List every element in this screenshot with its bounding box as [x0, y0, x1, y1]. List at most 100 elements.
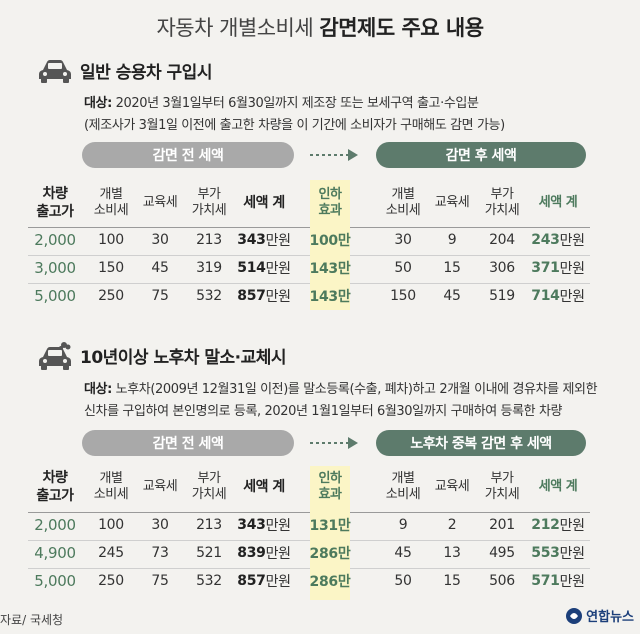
cut-effect: 100만 [309, 233, 351, 249]
education-tax: 75 [151, 573, 169, 589]
car-price: 4,900 [34, 544, 76, 562]
after-individual-tax: 150 [390, 288, 416, 304]
cut-effect: 143만 [309, 289, 351, 305]
after-total-tax: 714 만원 [531, 288, 585, 305]
header-after-total: 세액 계 [538, 479, 578, 494]
car-price: 2,000 [34, 231, 76, 249]
cut-effect-highlight [310, 180, 350, 310]
car-price: 5,000 [34, 572, 76, 590]
header-after-vat: 부가 가치세 [484, 471, 520, 502]
after-education-tax: 9 [447, 232, 457, 248]
total-tax: 514 만원 [237, 260, 291, 277]
after-total-tax: 371 만원 [531, 260, 585, 277]
after-education-tax: 13 [443, 545, 461, 561]
education-tax: 30 [151, 232, 169, 248]
car-price: 5,000 [34, 287, 76, 305]
after-vat: 201 [489, 517, 515, 533]
after-total-tax: 553 만원 [531, 545, 585, 562]
after-total-tax: 212 만원 [531, 517, 585, 534]
header-individual-tax: 개별 소비세 [93, 471, 129, 502]
individual-tax: 150 [98, 260, 124, 276]
education-tax: 45 [151, 260, 169, 276]
target-line-2: 신차를 구입하여 본인명의로 등록, 2020년 1월1일부터 6월30일까지 … [84, 404, 563, 419]
after-education-tax: 45 [443, 288, 461, 304]
after-total-tax: 243 만원 [531, 232, 585, 249]
section-general-car-header: 일반 승용차 구입시 [38, 58, 212, 83]
header-after-education-tax: 교육세 [434, 195, 470, 210]
cut-effect-highlight [310, 466, 350, 600]
after-individual-tax: 9 [398, 517, 408, 533]
individual-tax: 250 [98, 573, 124, 589]
source-credit: 자료/ 국세청 [0, 613, 64, 627]
arrow-right-icon [310, 149, 358, 161]
after-individual-tax: 45 [394, 545, 412, 561]
individual-tax: 245 [98, 545, 124, 561]
after-total-tax: 571 만원 [531, 573, 585, 590]
education-tax: 30 [151, 517, 169, 533]
arrow-right-icon [310, 437, 358, 449]
pill-before-tax: 감면 전 세액 [82, 430, 294, 456]
education-tax: 75 [151, 288, 169, 304]
header-vat: 부가 가치세 [191, 471, 227, 502]
divider [28, 540, 310, 541]
page-title: 자동차 개별소비세 감면제도 주요 내용 [156, 16, 484, 40]
vat: 521 [196, 545, 222, 561]
vat: 319 [196, 260, 222, 276]
education-tax: 73 [151, 545, 169, 561]
after-education-tax: 15 [443, 573, 461, 589]
pill-before-tax: 감면 전 세액 [82, 142, 294, 168]
header-car-price: 차량 출고가 [36, 186, 74, 220]
after-individual-tax: 50 [394, 573, 412, 589]
section-heading: 10년이상 노후차 말소·교체시 [80, 347, 287, 368]
individual-tax: 100 [98, 232, 124, 248]
section-old-car-header: 10년이상 노후차 말소·교체시 [38, 340, 287, 370]
divider [28, 227, 310, 228]
old-car-icon [39, 342, 71, 370]
total-tax: 857 만원 [237, 288, 291, 305]
divider [350, 255, 590, 256]
after-individual-tax: 50 [394, 260, 412, 276]
divider [350, 568, 590, 569]
header-after-individual-tax: 개별 소비세 [385, 187, 421, 218]
divider [350, 512, 590, 513]
after-vat: 495 [489, 545, 515, 561]
target-line: 대상: 2020년 3월1일부터 6월30일까지 제조장 또는 보세구역 출고·… [84, 96, 479, 111]
divider [28, 255, 310, 256]
total-tax: 839 만원 [237, 545, 291, 562]
note-line: (제조사가 3월1일 이전에 출고한 차량을 이 기간에 소비자가 구매해도 감… [84, 118, 505, 133]
cut-effect: 286만 [309, 574, 351, 590]
header-after-individual-tax: 개별 소비세 [385, 471, 421, 502]
after-vat: 506 [489, 573, 515, 589]
header-cut-effect: 인하 효과 [318, 471, 342, 502]
vat: 532 [196, 288, 222, 304]
header-vat: 부가 가치세 [191, 187, 227, 218]
after-education-tax: 15 [443, 260, 461, 276]
after-individual-tax: 30 [394, 232, 412, 248]
car-icon [39, 59, 71, 83]
after-vat: 306 [489, 260, 515, 276]
car-price: 2,000 [34, 516, 76, 534]
cut-effect: 286만 [309, 546, 351, 562]
yonhap-logo: 연합뉴스 [565, 606, 634, 625]
header-total: 세액 계 [243, 479, 285, 495]
divider [28, 568, 310, 569]
header-after-total: 세액 계 [538, 195, 578, 210]
yonhap-logo-icon [566, 607, 583, 624]
total-tax: 343 만원 [237, 517, 291, 534]
after-education-tax: 2 [447, 517, 457, 533]
section-heading: 일반 승용차 구입시 [80, 63, 212, 83]
header-education-tax: 교육세 [142, 479, 178, 494]
after-vat: 204 [489, 232, 515, 248]
divider [350, 283, 590, 284]
total-tax: 343 만원 [237, 232, 291, 249]
target-line: 대상: 노후차(2009년 12월31일 이전)를 말소등록(수출, 폐차)하고… [84, 382, 598, 397]
vat: 213 [196, 232, 222, 248]
divider [28, 283, 310, 284]
individual-tax: 250 [98, 288, 124, 304]
vat: 213 [196, 517, 222, 533]
header-cut-effect: 인하 효과 [318, 187, 342, 218]
divider [350, 227, 590, 228]
header-after-vat: 부가 가치세 [484, 187, 520, 218]
after-vat: 519 [489, 288, 515, 304]
divider [28, 512, 310, 513]
